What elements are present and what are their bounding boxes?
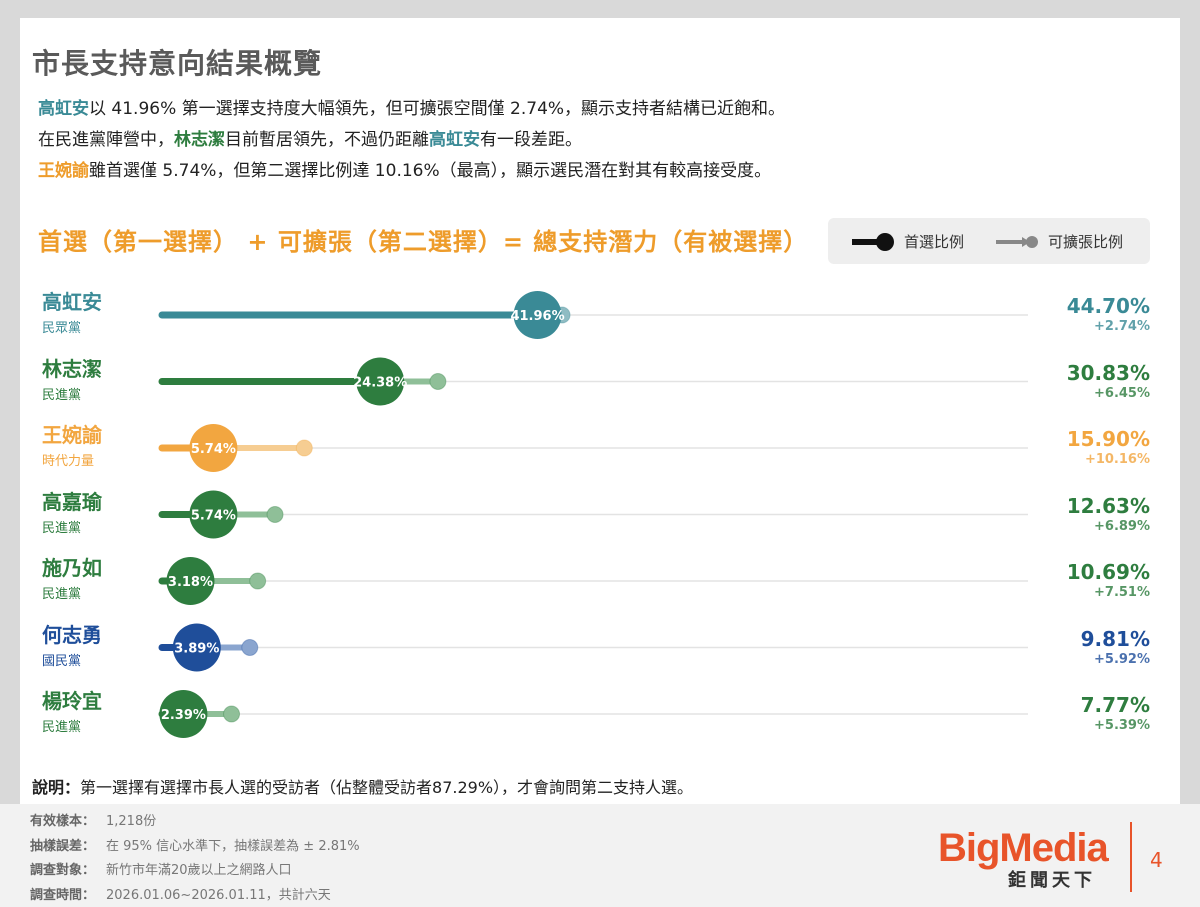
candidate-name: 王婉諭 (42, 423, 102, 447)
first-choice-point (166, 557, 215, 605)
expand-label: +2.74% (1094, 319, 1150, 334)
first-choice-label: 3.18% (168, 575, 213, 590)
meta-row: 抽樣誤差： 在 95% 信心水準下，抽樣誤差為 ± 2.81% (30, 835, 360, 854)
legend-item-first: 首選比例 (852, 231, 964, 252)
meta-row: 有效樣本： 1,218份 (30, 810, 156, 829)
summary-text-segment: 目前暫居領先，不過仍距離 (225, 130, 429, 150)
first-choice-point (356, 357, 405, 406)
chart-note: 說明：第一選擇有選擇市長人選的受訪者（佔整體受訪者87.29%），才會詢問第二支… (32, 774, 693, 798)
candidate-party: 民進黨 (42, 587, 82, 602)
first-choice-point (189, 424, 238, 472)
dumbbell-chart: 41.96% 24.38% 5.74% 5.74% 3.18% 3.89% 2.39% (158, 291, 1028, 738)
note-label: 說明： (32, 778, 81, 797)
meta-key: 抽樣誤差： (30, 838, 96, 854)
summary-text-segment: 以 41.96% 第一選擇支持度大幅領先，但可擴張空間僅 2.74%，顯示支持者… (89, 99, 786, 119)
meta-key: 調查時間： (30, 887, 96, 903)
first-choice-label: 3.89% (174, 642, 219, 657)
first-choice-point (159, 690, 208, 738)
total-point (223, 705, 241, 723)
summary-line-2: 在民進黨陣營中，林志潔目前暫居領先，不過仍距離高虹安有一段差距。 (38, 125, 1158, 156)
summary-name: 高虹安 (429, 130, 480, 150)
candidate-party: 民進黨 (42, 720, 82, 735)
first-choice-label: 2.39% (161, 708, 206, 723)
candidate-party: 民眾黨 (42, 321, 82, 336)
total-point (249, 572, 267, 590)
first-choice-point (189, 490, 238, 539)
candidate-name: 高虹安 (42, 290, 102, 314)
candidate-name: 楊玲宜 (42, 689, 102, 713)
meta-value: 在 95% 信心水準下，抽樣誤差為 ± 2.81% (106, 838, 360, 854)
chart-legend: 首選比例 可擴張比例 (828, 218, 1150, 264)
expand-label: +7.51% (1094, 585, 1150, 600)
candidate-party: 民進黨 (42, 387, 82, 403)
summary-text-segment: 雖首選僅 5.74%，但第二選擇比例達 10.16%（最高），顯示選民潛在對其有… (89, 161, 772, 181)
summary-text-segment: 在民進黨陣營中， (38, 130, 174, 150)
summary-name: 林志潔 (174, 130, 225, 150)
chart-title: 首選（第一選擇） + 可擴張（第二選擇）= 總支持潛力（有被選擇） (38, 228, 809, 256)
meta-row: 調查對象： 新竹市年滿20歲以上之網路人口 (30, 859, 292, 878)
meta-value: 2026.01.06~2026.01.11，共計六天 (106, 887, 331, 903)
first-choice-point (513, 291, 562, 339)
brand-logo: BigMedia 鉅聞天下 (938, 826, 1118, 896)
meta-value: 新竹市年滿20歲以上之網路人口 (106, 863, 292, 878)
meta-row: 調查時間： 2026.01.06~2026.01.11，共計六天 (30, 884, 331, 903)
total-point (429, 373, 447, 390)
total-label: 10.69% (1066, 560, 1150, 584)
brand-name: BigMedia (938, 826, 1109, 870)
legend-second-swatch (996, 235, 1038, 248)
total-label: 15.90% (1066, 427, 1150, 451)
meta-key: 有效樣本： (30, 814, 96, 829)
total-point (266, 506, 284, 523)
candidate-name: 高嘉瑜 (42, 489, 102, 514)
total-point (241, 639, 259, 656)
candidate-party: 民進黨 (42, 520, 82, 536)
brand-subtitle: 鉅聞天下 (1008, 870, 1096, 891)
total-label: 7.77% (1080, 693, 1150, 717)
candidate-name: 施乃如 (42, 556, 102, 580)
summary-name: 高虹安 (38, 99, 89, 119)
candidate-party: 國民黨 (42, 653, 82, 669)
candidate-name: 何志勇 (42, 622, 102, 647)
legend-second-label: 可擴張比例 (1048, 233, 1124, 251)
first-choice-label: 24.38% (353, 376, 407, 391)
report-card: 市長支持意向結果概覽 高虹安以 41.96% 第一選擇支持度大幅領先，但可擴張空… (20, 18, 1180, 804)
summary-line-3: 王婉諭雖首選僅 5.74%，但第二選擇比例達 10.16%（最高），顯示選民潛在… (38, 156, 1158, 187)
first-choice-label: 5.74% (191, 442, 236, 457)
footer: 有效樣本： 1,218份 抽樣誤差： 在 95% 信心水準下，抽樣誤差為 ± 2.81… (0, 804, 1200, 907)
total-label: 12.63% (1066, 493, 1150, 518)
first-choice-point (172, 623, 221, 672)
candidate-name: 林志潔 (42, 356, 102, 381)
total-label: 44.70% (1066, 294, 1150, 318)
expand-label: +6.89% (1094, 518, 1150, 534)
candidate-party: 時代力量 (42, 454, 95, 469)
expand-label: +10.16% (1084, 452, 1150, 467)
total-point (295, 439, 313, 457)
note-text: 第一選擇有選擇市長人選的受訪者（佔整體受訪者87.29%），才會詢問第二支持人選… (80, 778, 694, 797)
summary-text: 高虹安以 41.96% 第一選擇支持度大幅領先，但可擴張空間僅 2.74%，顯示… (38, 94, 1158, 187)
expand-label: +6.45% (1094, 385, 1150, 401)
summary-text-segment: 有一段差距。 (480, 130, 582, 150)
total-label: 9.81% (1080, 626, 1150, 651)
summary-line-1: 高虹安以 41.96% 第一選擇支持度大幅領先，但可擴張空間僅 2.74%，顯示… (38, 94, 1158, 125)
page-number: 4 (1150, 848, 1163, 872)
expand-label: +5.39% (1094, 718, 1150, 733)
meta-value: 1,218份 (106, 814, 157, 829)
first-choice-label: 41.96% (510, 309, 564, 324)
first-choice-label: 5.74% (191, 509, 236, 524)
legend-item-second: 可擴張比例 (996, 231, 1123, 252)
expand-label: +5.92% (1094, 651, 1150, 667)
meta-key: 調查對象： (30, 863, 96, 878)
legend-first-label: 首選比例 (904, 233, 965, 251)
total-label: 30.83% (1066, 360, 1150, 385)
brand-divider (1130, 822, 1132, 892)
page-title: 市長支持意向結果概覽 (32, 47, 323, 80)
legend-first-swatch (852, 232, 894, 251)
summary-name: 王婉諭 (38, 161, 89, 181)
